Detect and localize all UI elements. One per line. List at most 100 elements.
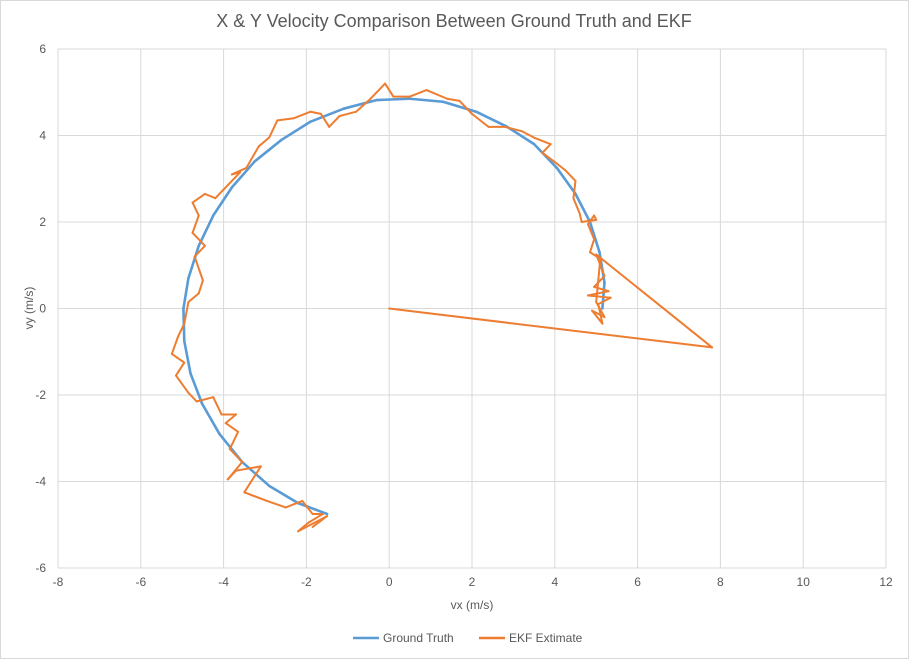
series-segment-ekf-extimate xyxy=(187,292,200,304)
series-segment-ekf-extimate xyxy=(297,521,316,533)
series-segment-ground-truth xyxy=(474,110,509,129)
series-segment-ekf-extimate xyxy=(257,136,271,148)
y-tick-label: -6 xyxy=(35,561,46,575)
series-segment-ekf-extimate xyxy=(243,491,269,502)
series-segment-ekf-extimate xyxy=(471,112,490,128)
x-tick-label: 4 xyxy=(551,575,558,589)
series-segment-ekf-extimate xyxy=(591,309,604,325)
y-tick-label: -4 xyxy=(35,475,46,489)
series-segment-ekf-extimate xyxy=(533,136,552,146)
series-segment-ekf-extimate xyxy=(224,413,238,425)
series-segment-ekf-extimate xyxy=(572,179,577,200)
series-segment-ekf-extimate xyxy=(591,309,606,319)
series-segment-ekf-extimate xyxy=(203,192,217,200)
series-segment-ekf-extimate xyxy=(311,515,329,528)
x-axis-ticks: -8 -6 -4 -2 0 2 4 6 8 10 12 xyxy=(53,575,893,589)
series-segment-ground-truth xyxy=(505,125,536,146)
series-segment-ekf-extimate xyxy=(328,115,341,128)
series-segment-ekf-extimate xyxy=(187,391,198,403)
x-tick-label: -6 xyxy=(135,575,146,589)
series-segment-ground-truth xyxy=(408,97,445,104)
legend-label-ground-truth: Ground Truth xyxy=(383,631,454,645)
series-segment-ground-truth xyxy=(230,160,256,189)
series-segment-ekf-extimate xyxy=(197,279,204,295)
series-segment-ekf-extimate xyxy=(572,197,581,215)
series-segment-ekf-extimate xyxy=(195,396,215,403)
x-tick-label: 6 xyxy=(634,575,641,589)
series-segment-ekf-extimate xyxy=(593,285,610,293)
y-tick-label: 6 xyxy=(39,42,46,56)
series-segment-ekf-extimate xyxy=(183,301,190,325)
x-tick-label: 0 xyxy=(386,575,393,589)
series-segment-ekf-extimate xyxy=(504,125,523,133)
series-segment-ground-truth xyxy=(588,220,601,254)
series-segment-ekf-extimate xyxy=(276,117,295,122)
legend-item-ground-truth: Ground Truth xyxy=(353,631,454,645)
series-segment-ekf-extimate xyxy=(595,257,602,304)
series-segment-ekf-extimate xyxy=(292,110,312,120)
series-segment-ekf-extimate xyxy=(212,396,223,416)
series-segment-ekf-extimate xyxy=(228,448,244,464)
series-segment-ekf-extimate xyxy=(224,422,240,433)
series-segment-ekf-extimate xyxy=(301,499,314,515)
series-segment-ground-truth xyxy=(267,484,300,505)
series-segment-ekf-extimate xyxy=(268,119,279,139)
series-segment-ground-truth xyxy=(375,97,412,102)
x-tick-label: 12 xyxy=(879,575,893,589)
series-segment-ekf-extimate xyxy=(245,145,260,169)
series-segment-ekf-extimate xyxy=(597,296,612,306)
series-segment-ekf-extimate xyxy=(228,430,240,451)
series-segment-ground-truth xyxy=(211,186,234,217)
legend: Ground Truth EKF Extimate xyxy=(353,631,583,645)
series-segment-ekf-extimate xyxy=(586,290,610,297)
series-segment-ground-truth xyxy=(200,402,221,436)
series-segment-ekf-extimate xyxy=(193,255,204,282)
x-axis-label: vx (m/s) xyxy=(451,598,494,612)
series-segment-ekf-extimate xyxy=(222,171,242,191)
series-segment-ground-truth xyxy=(187,244,201,280)
series-segment-ekf-extimate xyxy=(226,469,238,481)
series-segment-ground-truth xyxy=(182,276,190,310)
series-lines xyxy=(170,82,714,533)
series-segment-ekf-extimate xyxy=(266,499,287,509)
x-tick-label: -2 xyxy=(301,575,312,589)
series-segment-ekf-extimate xyxy=(408,89,428,98)
legend-label-ekf-extimate: EKF Extimate xyxy=(509,631,583,645)
series-segment-ekf-extimate xyxy=(586,223,596,241)
series-segment-ekf-extimate xyxy=(520,130,536,139)
series-segment-ground-truth xyxy=(309,107,345,123)
series-segment-ekf-extimate xyxy=(355,97,372,113)
series-segment-ground-truth xyxy=(253,138,283,163)
series-segment-ekf-extimate xyxy=(284,499,304,509)
series-segment-ground-truth xyxy=(555,166,577,196)
series-segment-ekf-extimate xyxy=(243,465,262,494)
series-segment-ekf-extimate xyxy=(307,512,324,524)
series-segment-ekf-extimate xyxy=(586,294,612,299)
series-segment-ekf-extimate xyxy=(174,374,190,394)
y-tick-label: 0 xyxy=(39,302,46,316)
series-segment-ekf-extimate xyxy=(319,112,331,128)
series-segment-ground-truth xyxy=(601,281,606,310)
x-tick-label: -8 xyxy=(53,575,64,589)
x-tick-label: 10 xyxy=(797,575,811,589)
series-segment-ground-truth xyxy=(280,120,312,142)
y-tick-label: 4 xyxy=(39,129,46,143)
series-segment-ekf-extimate xyxy=(541,143,552,154)
series-segment-ekf-extimate xyxy=(174,361,186,377)
series-segment-ekf-extimate xyxy=(214,188,225,200)
series-segment-ekf-extimate xyxy=(170,335,180,355)
series-segment-ekf-extimate xyxy=(309,110,322,115)
series-segment-ground-truth xyxy=(189,372,204,405)
series-segment-ground-truth xyxy=(574,192,592,224)
series-segment-ekf-extimate xyxy=(191,201,200,217)
y-axis-label: vy (m/s) xyxy=(22,287,36,330)
series-segment-ekf-extimate xyxy=(595,301,606,319)
series-segment-ekf-extimate xyxy=(191,192,206,204)
y-tick-label: -2 xyxy=(35,388,46,402)
series-segment-ekf-extimate xyxy=(580,218,598,223)
legend-item-ekf-extimate: EKF Extimate xyxy=(479,631,583,645)
y-tick-label: 2 xyxy=(39,215,46,229)
series-segment-ekf-extimate xyxy=(338,110,358,118)
chart-title: X & Y Velocity Comparison Between Ground… xyxy=(216,11,692,31)
